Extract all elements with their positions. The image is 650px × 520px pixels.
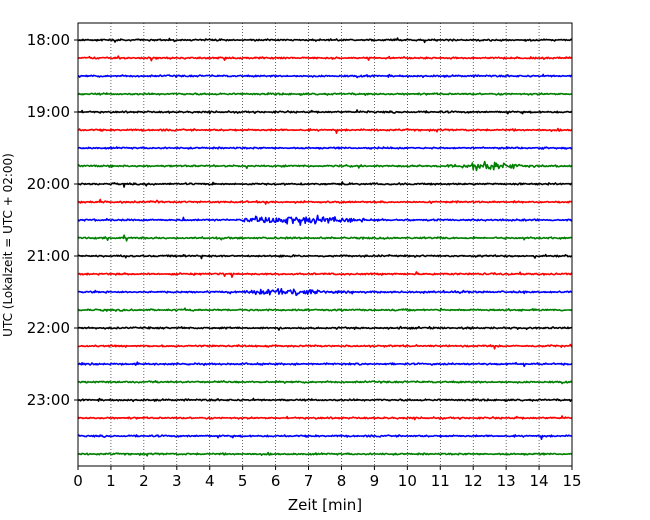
trace-2100	[77, 253, 573, 260]
trace-1830	[77, 73, 573, 79]
y-axis: 18:00 19:00 20:00 21:00 22:00 23:00	[27, 31, 78, 409]
grid	[110, 23, 540, 466]
x-tick-label: 3	[172, 472, 182, 490]
trace-1930	[77, 146, 573, 150]
x-tick-label: 4	[205, 472, 215, 490]
x-tick-label: 15	[562, 472, 581, 490]
x-tick-label: 7	[304, 472, 314, 490]
x-tick-label: 8	[337, 472, 347, 490]
y-axis-label: UTC (Lokalzeit = UTC + 02:00)	[1, 153, 15, 337]
trace-2215	[77, 343, 573, 350]
x-tick-label: 1	[106, 472, 116, 490]
trace-2030	[77, 214, 573, 226]
x-axis: 0 1 2 3 4 5 6 7 8 9 10 11 12 13 14 15	[73, 466, 582, 490]
trace-2130	[77, 287, 573, 297]
x-tick-label: 10	[398, 472, 417, 490]
plot-area	[78, 23, 572, 466]
x-tick-label: 2	[139, 472, 149, 490]
y-tick-label: 21:00	[27, 247, 70, 265]
x-tick-label: 6	[271, 472, 281, 490]
trace-2345	[77, 451, 573, 457]
trace-2115	[77, 271, 573, 279]
trace-2145	[77, 307, 573, 312]
x-tick-label: 12	[464, 472, 483, 490]
y-tick-label: 22:00	[27, 319, 70, 337]
trace-1815	[77, 55, 573, 62]
trace-2015	[77, 198, 573, 205]
trace-1845	[77, 92, 573, 96]
trace-2315	[77, 415, 573, 421]
trace-2000	[77, 181, 573, 188]
x-axis-label: Zeit [min]	[288, 496, 362, 514]
trace-2300	[77, 397, 573, 403]
trace-2245	[77, 379, 573, 385]
y-tick-label: 23:00	[27, 391, 70, 409]
x-tick-label: 9	[370, 472, 380, 490]
trace-2230	[77, 361, 573, 368]
x-tick-label: 5	[238, 472, 248, 490]
x-tick-label: 14	[530, 472, 549, 490]
trace-1900	[77, 109, 573, 115]
trace-2200	[77, 325, 573, 331]
traces	[77, 37, 573, 457]
trace-1800	[78, 37, 573, 44]
x-tick-label: 11	[431, 472, 450, 490]
y-tick-label: 18:00	[27, 31, 70, 49]
trace-2045	[77, 234, 573, 242]
y-tick-label: 20:00	[27, 175, 70, 193]
plot-frame	[77, 22, 573, 467]
trace-1945	[77, 160, 573, 172]
x-tick-label: 0	[73, 472, 83, 490]
trace-2330	[77, 434, 573, 441]
trace-1915	[78, 127, 573, 134]
y-tick-label: 19:00	[27, 103, 70, 121]
x-tick-label: 13	[497, 472, 516, 490]
